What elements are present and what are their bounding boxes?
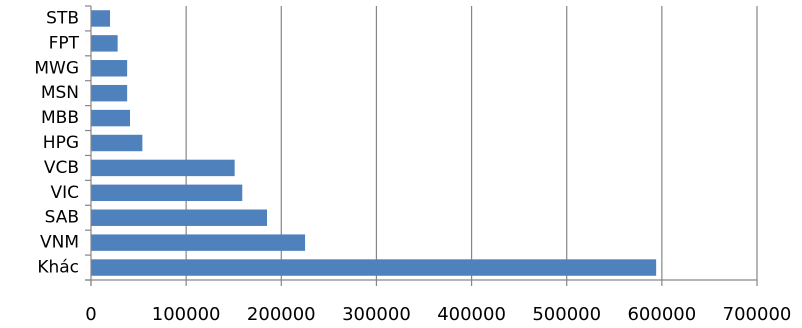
category-label: VNM bbox=[40, 233, 79, 253]
bar-mbb bbox=[91, 109, 131, 127]
bar-hpg bbox=[91, 134, 143, 152]
x-tick-label: 0 bbox=[85, 304, 96, 325]
category-labels: STB FPT MWG MSN MBB HPG VCB VIC SAB VNM Khác bbox=[34, 8, 79, 277]
category-label: MSN bbox=[41, 83, 79, 103]
x-tick-label: 400000 bbox=[437, 304, 506, 325]
bar-vic bbox=[91, 184, 243, 202]
x-tick-label: 100000 bbox=[152, 304, 221, 325]
category-label: MBB bbox=[41, 108, 79, 128]
category-label: FPT bbox=[49, 33, 80, 53]
bar-fpt bbox=[91, 35, 118, 52]
category-label: MWG bbox=[34, 58, 79, 78]
bar-msn bbox=[91, 84, 128, 102]
bar-sab bbox=[91, 209, 268, 226]
axes bbox=[85, 5, 758, 286]
x-tick-label: 200000 bbox=[247, 304, 316, 325]
bar-stb bbox=[91, 10, 111, 27]
category-label: Khác bbox=[37, 258, 79, 278]
category-label: VIC bbox=[50, 183, 79, 203]
bar-vcb bbox=[91, 159, 235, 177]
category-label: SAB bbox=[45, 208, 79, 228]
bar-vnm bbox=[91, 234, 306, 251]
value-tick-labels: 0 100000 200000 300000 400000 500000 600000 700… bbox=[85, 304, 791, 325]
category-label: STB bbox=[46, 8, 79, 28]
x-tick-label: 600000 bbox=[627, 304, 696, 325]
bar-khác bbox=[91, 259, 657, 276]
x-tick-label: 300000 bbox=[342, 304, 411, 325]
category-label: HPG bbox=[43, 133, 79, 153]
x-tick-label: 500000 bbox=[532, 304, 601, 325]
bars bbox=[91, 10, 657, 276]
grid-lines bbox=[185, 6, 758, 280]
category-label: VCB bbox=[44, 158, 79, 178]
x-tick-label: 700000 bbox=[723, 304, 792, 325]
bar-mwg bbox=[91, 60, 128, 77]
